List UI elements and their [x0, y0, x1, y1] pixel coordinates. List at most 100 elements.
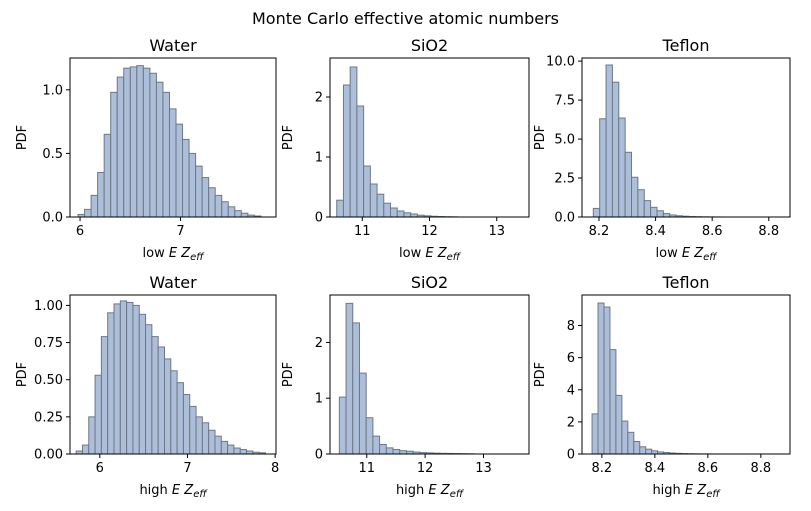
x-tick-label: 8.4 — [645, 224, 666, 239]
x-tick-label: 7 — [176, 224, 184, 239]
y-tick-label: 2 — [315, 336, 323, 351]
histogram-bar — [208, 429, 216, 455]
histogram-panel: Water 6 7 8 0.00 0.25 0.50 0.75 1.00 high E Zeff P… — [15, 273, 279, 500]
x-tick-label: 8.8 — [758, 224, 779, 239]
histogram-bar — [221, 201, 229, 218]
histogram-bar — [149, 72, 157, 218]
x-tick-label: 12 — [421, 224, 438, 239]
y-tick-label: 1 — [315, 151, 323, 166]
y-tick-label: 0 — [315, 211, 323, 226]
histogram-bar — [107, 312, 115, 455]
x-tick-label: 6 — [96, 461, 104, 476]
histogram-bar — [376, 193, 385, 218]
histogram-bar — [100, 336, 109, 455]
histogram-panel: Teflon 8.2 8.4 8.6 8.8 0 2 4 6 8 high E Zeff PDF — [533, 273, 791, 500]
x-tick-label: 8.8 — [751, 461, 772, 476]
histogram-bar — [88, 416, 96, 455]
axes-frame — [69, 57, 277, 218]
y-tick-label: 6 — [567, 351, 575, 366]
histogram-bar — [385, 447, 394, 455]
y-axis-label: PDF — [281, 125, 296, 150]
histogram-bar — [650, 206, 658, 218]
histogram-bar — [356, 105, 365, 218]
histogram-bar — [656, 210, 664, 218]
histogram-bar — [142, 67, 151, 218]
histogram-bar — [392, 449, 401, 455]
histogram-bar — [403, 212, 412, 218]
histogram-bar — [123, 67, 131, 218]
y-axis-label: PDF — [15, 362, 30, 387]
histogram-bar — [195, 165, 203, 218]
histogram-bar — [597, 302, 605, 455]
histogram-bar — [138, 313, 147, 455]
histogram-bar — [379, 444, 387, 455]
histogram-bar — [90, 194, 99, 218]
histogram-bar — [240, 212, 249, 218]
histogram-bar — [627, 431, 635, 455]
histogram-bar — [176, 382, 184, 455]
histogram-bar — [352, 322, 360, 455]
histogram-bar — [624, 151, 633, 218]
histogram-bar — [155, 81, 164, 218]
histogram-bar — [214, 435, 222, 455]
x-tick-label: 13 — [488, 224, 505, 239]
panel-title: Water — [149, 36, 197, 55]
histogram-bar — [116, 76, 125, 218]
histogram-bar — [618, 117, 626, 218]
histogram-bar — [592, 207, 601, 218]
x-axis-label: high E Zeff — [139, 483, 208, 500]
y-tick-label: 7.5 — [554, 94, 575, 109]
y-axis-label: PDF — [533, 362, 548, 387]
axes-frame — [329, 294, 530, 455]
histogram-bar — [645, 448, 653, 455]
histogram-bar — [599, 118, 607, 218]
histogram-bar — [129, 66, 138, 218]
histogram-bar — [609, 349, 617, 455]
histogram-bar — [113, 303, 121, 455]
histogram-bar — [363, 165, 371, 218]
histogram-bar — [349, 66, 358, 218]
histogram-bar — [188, 152, 197, 218]
x-tick-label: 12 — [417, 461, 434, 476]
y-tick-label: 2 — [315, 91, 323, 106]
axes-frame — [581, 294, 791, 455]
y-axis-label: PDF — [15, 125, 30, 150]
axes-frame — [69, 294, 277, 455]
y-tick-label: 0.25 — [34, 410, 63, 425]
histogram-bar — [163, 358, 172, 455]
histogram-bar — [383, 202, 392, 218]
y-tick-label: 1.00 — [34, 299, 63, 314]
histogram-panel: Water 6 7 0.0 0.5 1.0 low E Zeff PDF — [15, 36, 277, 263]
y-tick-label: 1.0 — [42, 83, 63, 98]
histogram-bar — [110, 91, 118, 218]
y-tick-label: 2.5 — [554, 172, 575, 187]
x-tick-label: 8 — [271, 461, 279, 476]
histogram-bar — [365, 417, 374, 455]
x-axis-label: low E Zeff — [656, 246, 719, 263]
histogram-bar — [201, 177, 210, 218]
histogram-bar — [611, 81, 620, 218]
histogram-bar — [81, 444, 90, 455]
x-tick-label: 11 — [354, 224, 371, 239]
histogram-bar — [94, 374, 102, 455]
histogram-bar — [345, 302, 354, 455]
y-tick-label: 10.0 — [546, 55, 575, 70]
x-tick-label: 13 — [475, 461, 492, 476]
histogram-bar — [336, 199, 344, 218]
histogram-bar — [136, 65, 144, 218]
histogram-bar — [175, 123, 184, 218]
x-axis-label: low E Zeff — [399, 246, 462, 263]
figure-title: Monte Carlo effective atomic numbers — [252, 9, 559, 28]
histogram-bar — [591, 413, 599, 455]
histogram-bar — [662, 213, 671, 218]
panel-title: Teflon — [662, 36, 710, 55]
histogram-bar — [639, 446, 647, 455]
histogram-panel: Teflon 8.2 8.4 8.6 8.8 0.0 2.5 5.0 7.5 10.0 low E … — [533, 36, 791, 263]
x-axis-label: low E Zeff — [143, 246, 206, 263]
panel-title: Water — [149, 273, 197, 292]
x-tick-label: 6 — [76, 224, 84, 239]
histogram-bar — [214, 194, 223, 218]
x-axis-label: high E Zeff — [396, 483, 465, 500]
